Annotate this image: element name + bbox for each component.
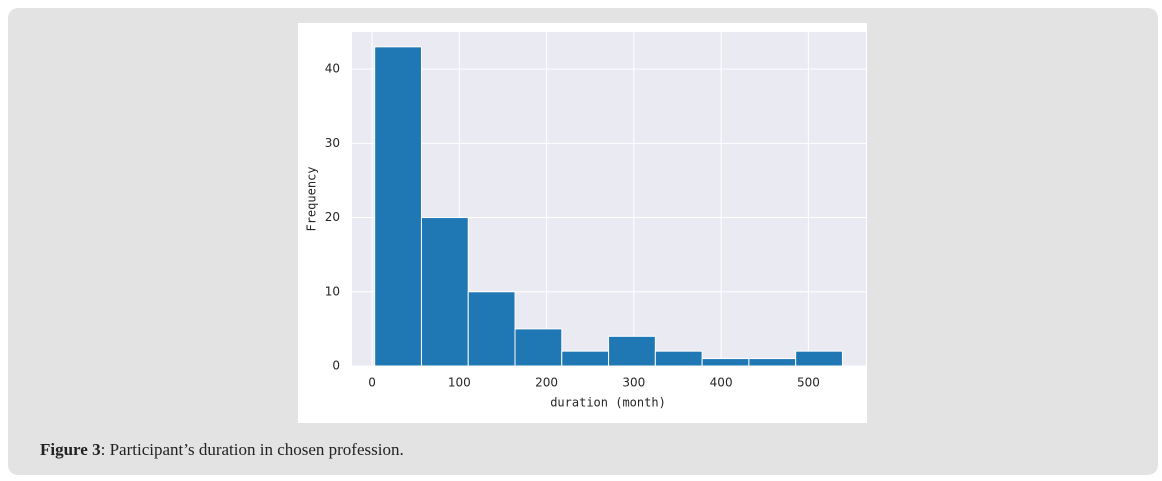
- x-axis-label: duration (month): [550, 396, 666, 410]
- bar: [748, 358, 797, 367]
- y-tick-label: 0: [332, 359, 340, 373]
- caption-label: Figure 3: [40, 440, 101, 459]
- bar: [374, 46, 422, 367]
- caption-text: : Participant’s duration in chosen profe…: [100, 440, 404, 459]
- bar: [608, 335, 656, 367]
- bar: [420, 217, 469, 367]
- x-tick-label: 200: [535, 376, 558, 390]
- y-tick-label: 10: [325, 284, 340, 298]
- bar: [795, 350, 843, 367]
- caption: Figure 3: Participant’s duration in chos…: [40, 440, 404, 460]
- x-tick-label: 0: [368, 376, 376, 390]
- x-tick-label: 100: [448, 376, 471, 390]
- y-tick-label: 20: [325, 210, 340, 224]
- x-tick-label: 400: [710, 376, 733, 390]
- bar: [701, 358, 750, 367]
- x-tick-label: 300: [622, 376, 645, 390]
- bar: [467, 291, 516, 367]
- x-tick-label: 500: [797, 376, 820, 390]
- y-tick-label: 40: [325, 62, 340, 76]
- bar: [514, 328, 563, 367]
- y-axis-label: Frequency: [305, 166, 319, 231]
- bar: [561, 350, 610, 367]
- bar: [654, 350, 703, 367]
- y-tick-label: 30: [325, 136, 340, 150]
